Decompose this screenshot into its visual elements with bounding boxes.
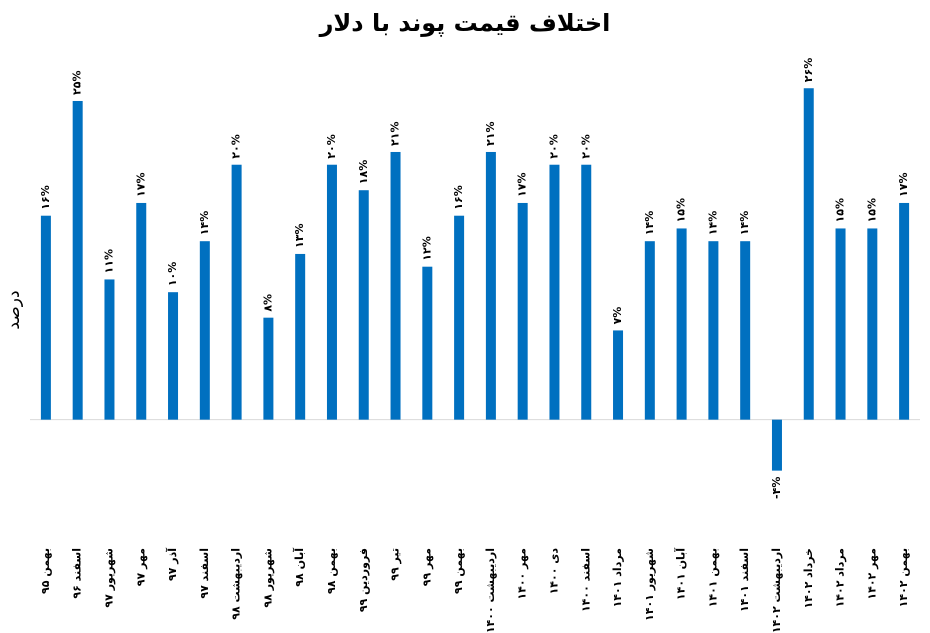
bar: [40, 215, 51, 420]
value-label: ۱۶%: [39, 185, 52, 209]
bar: [644, 241, 655, 420]
x-tick-label: بهمن ۱۴۰۲: [897, 548, 910, 607]
bar: [867, 228, 878, 420]
x-tick-label: اردیبهشت ۱۴۰۰: [484, 548, 497, 633]
x-tick-label: آذر ۹۷: [165, 548, 179, 581]
bar: [835, 228, 846, 420]
bar: [422, 266, 433, 420]
bar: [771, 419, 782, 471]
value-label: ۲۱%: [389, 122, 402, 146]
value-label: ۱۵%: [834, 198, 847, 222]
value-label: ۱۴%: [198, 211, 211, 235]
bar: [740, 241, 751, 420]
x-tick-label: اردیبهشت ۱۴۰۲: [770, 548, 783, 633]
bar: [517, 202, 528, 420]
bar: [485, 151, 496, 420]
bar: [104, 279, 115, 420]
value-label: ۱۸%: [357, 160, 370, 184]
value-label: ۲۰%: [325, 134, 338, 158]
value-label: ۷%: [611, 307, 624, 325]
x-tick-label: خرداد ۱۴۰۲: [802, 548, 815, 609]
value-label: ۱۶%: [452, 185, 465, 209]
x-tick-label: اسفند ۱۴۰۱: [738, 548, 751, 612]
x-tick-label: مهر ۹۹: [420, 548, 433, 586]
bar: [899, 202, 910, 420]
value-label: ۱۰%: [166, 262, 179, 286]
bar: [168, 292, 179, 420]
x-tick-label: مهر ۱۴۰۰: [516, 548, 529, 600]
bar: [231, 164, 242, 420]
chart-title: اختلاف قیمت پوند با دلار: [319, 9, 611, 37]
x-tick-label: مرداد ۱۴۰۲: [834, 548, 847, 607]
value-label: ۱۷%: [897, 173, 910, 197]
value-label: ۱۷%: [134, 173, 147, 197]
bar: [708, 241, 719, 420]
bar: [295, 253, 306, 420]
x-tick-label: اسفند ۹۶: [71, 548, 84, 599]
value-label: ۲۰%: [579, 134, 592, 158]
value-label: ۱۴%: [738, 211, 751, 235]
x-tick-label: اردیبهشت ۹۸: [230, 548, 243, 620]
x-tick-label: فروردین ۹۹: [357, 548, 370, 612]
bar: [72, 100, 83, 420]
value-label: ۱۳%: [293, 223, 306, 247]
value-label: ۱۵%: [675, 198, 688, 222]
value-label: ۱۱%: [102, 249, 115, 273]
value-label: ۱۵%: [865, 198, 878, 222]
bar: [199, 241, 210, 420]
bar: [613, 330, 624, 420]
value-label: ۲۰%: [230, 134, 243, 158]
x-tick-label: بهمن ۹۹: [452, 548, 465, 594]
x-tick-label: اسفند ۱۴۰۰: [579, 548, 592, 612]
bar: [549, 164, 560, 420]
bar: [358, 190, 369, 420]
y-axis-label: درصد: [4, 290, 24, 329]
x-tick-label: شهریور ۹۸: [261, 548, 274, 608]
value-label: ۲۵%: [71, 71, 84, 95]
bar: [326, 164, 337, 420]
x-tick-label: آبان ۹۸: [292, 548, 306, 587]
value-label: ۱۴%: [706, 211, 719, 235]
x-tick-label: مهر ۱۴۰۲: [865, 548, 878, 600]
x-tick-label: بهمن ۱۴۰۱: [706, 548, 719, 607]
x-tick-label: آبان ۱۴۰۱: [674, 548, 688, 600]
x-tick-label: شهریور ۱۴۰۱: [643, 548, 656, 621]
value-label: ۱۷%: [516, 173, 529, 197]
value-label: -۴%: [770, 477, 783, 499]
value-label: ۲۰%: [547, 134, 560, 158]
x-tick-label: بهمن ۹۸: [325, 548, 338, 594]
value-label: ۱۲%: [420, 236, 433, 260]
bar: [136, 202, 147, 420]
x-tick-label: دی ۱۴۰۰: [547, 548, 560, 595]
bar: [803, 88, 814, 420]
value-label: ۱۴%: [643, 211, 656, 235]
bar: [390, 151, 401, 420]
x-tick-label: مرداد ۱۴۰۱: [611, 548, 624, 607]
bar: [454, 215, 465, 420]
value-label: ۲۶%: [802, 58, 815, 82]
bar: [581, 164, 592, 420]
bar: [676, 228, 687, 420]
x-tick-label: اسفند ۹۷: [198, 548, 211, 599]
bar: [263, 317, 274, 420]
value-label: ۲۱%: [484, 122, 497, 146]
x-tick-label: بهمن ۹۵: [39, 548, 52, 594]
x-tick-label: شهریور ۹۷: [102, 548, 115, 608]
x-tick-label: مهر ۹۷: [134, 548, 147, 586]
x-tick-label: تیر ۹۹: [389, 548, 402, 581]
value-label: ۸%: [261, 294, 274, 312]
